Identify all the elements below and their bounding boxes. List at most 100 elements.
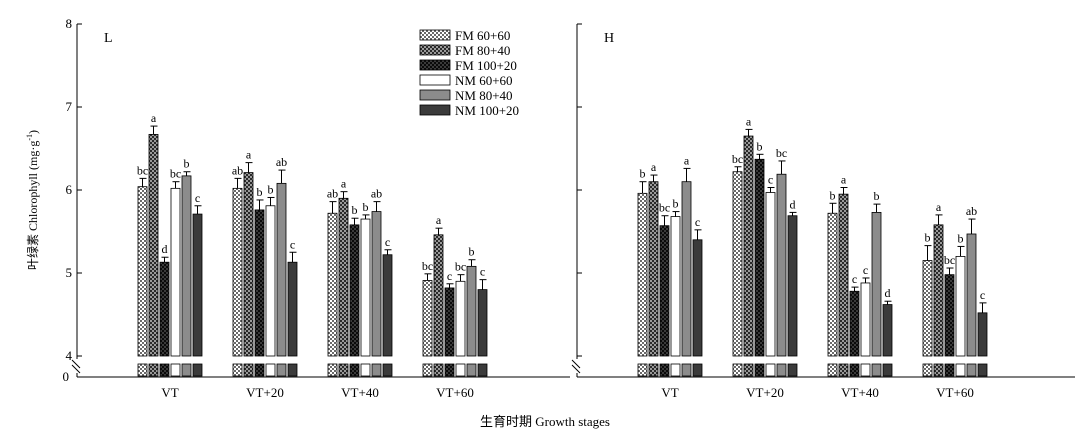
y-axis-title-main: 叶绿素 Chlorophyll (mg·g <box>25 141 40 270</box>
significance-letter: bc <box>732 152 743 166</box>
significance-letter: c <box>852 272 857 286</box>
legend-label: NM 100+20 <box>455 103 519 118</box>
bar-stub <box>148 363 159 377</box>
bar-stub <box>732 363 743 377</box>
x-tick-label: VT <box>161 385 178 400</box>
legend-label: FM 60+60 <box>455 28 510 43</box>
bar <box>944 274 955 357</box>
bar-stub <box>882 363 893 377</box>
bar-stub <box>327 363 338 377</box>
legend-label: NM 80+40 <box>455 88 513 103</box>
bar <box>882 304 893 357</box>
bar <box>732 171 743 357</box>
bar <box>422 280 433 357</box>
bar-stub <box>137 363 148 377</box>
axis-break-mark <box>71 364 81 374</box>
significance-letter: b <box>469 245 475 259</box>
bar <box>692 239 703 357</box>
panel-label: H <box>604 31 614 46</box>
significance-letter: bc <box>944 253 955 267</box>
significance-letter: c <box>385 235 390 249</box>
significance-letter: c <box>863 263 868 277</box>
bar-stub <box>371 363 382 377</box>
significance-letter: b <box>757 139 763 153</box>
bar-stub <box>170 363 181 377</box>
bar <box>466 265 477 357</box>
significance-letter: d <box>790 197 796 211</box>
bar-stub <box>955 363 966 377</box>
legend-swatch <box>419 74 451 86</box>
bar-stub <box>933 363 944 377</box>
bar <box>648 181 659 357</box>
y-tick-label: 6 <box>66 182 73 197</box>
bar-stub <box>192 363 203 377</box>
legend-swatch <box>419 59 451 71</box>
bar <box>265 205 276 357</box>
bar-stub <box>966 363 977 377</box>
bar <box>933 224 944 357</box>
bar-stub <box>944 363 955 377</box>
bar-stub <box>681 363 692 377</box>
bar <box>148 133 159 357</box>
x-tick-label: VT+20 <box>746 385 784 400</box>
bar-stub <box>860 363 871 377</box>
x-tick-label: VT+60 <box>936 385 974 400</box>
bar <box>871 212 882 357</box>
bar-stub <box>648 363 659 377</box>
bar <box>159 261 170 357</box>
y-axis-title-close: ) <box>26 130 40 134</box>
bar-stub <box>754 363 765 377</box>
bar-stub <box>338 363 349 377</box>
significance-letter: ab <box>966 204 977 218</box>
bar <box>181 175 192 357</box>
significance-letter: a <box>651 160 657 174</box>
significance-letter: c <box>195 191 200 205</box>
significance-letter: b <box>352 203 358 217</box>
x-tick-label: VT+20 <box>246 385 284 400</box>
significance-letter: a <box>246 148 252 162</box>
x-tick-label: VT <box>661 385 678 400</box>
bar <box>170 187 181 357</box>
y-axis-title-superscript: -1 <box>25 134 34 141</box>
significance-letter: d <box>885 286 891 300</box>
significance-letter: b <box>830 188 836 202</box>
bar-stub <box>692 363 703 377</box>
bar <box>860 282 871 357</box>
bar <box>922 260 933 357</box>
y-tick-label: 7 <box>66 99 73 114</box>
bar <box>232 187 243 357</box>
bar <box>455 280 466 357</box>
significance-letter: ab <box>327 187 338 201</box>
bar-stub <box>455 363 466 377</box>
legend-swatch <box>419 104 451 116</box>
y-tick-label: 4 <box>66 348 73 363</box>
bar-stub <box>743 363 754 377</box>
significance-letter: a <box>151 111 157 125</box>
significance-letter: b <box>958 231 964 245</box>
significance-letter: c <box>695 215 700 229</box>
significance-letter: ab <box>232 163 243 177</box>
bar-stub <box>871 363 882 377</box>
bar-stub <box>433 363 444 377</box>
significance-letter: b <box>268 182 274 196</box>
bar-stub <box>360 363 371 377</box>
bar <box>977 312 988 357</box>
significance-letter: b <box>874 189 880 203</box>
y-tick-label: 0 <box>63 369 70 384</box>
bar-stub <box>776 363 787 377</box>
bar-stub <box>922 363 933 377</box>
bar <box>338 197 349 357</box>
axis-break-mark <box>571 359 581 369</box>
bar <box>966 233 977 357</box>
significance-letter: a <box>341 177 347 191</box>
bar <box>681 181 692 357</box>
bar-stub <box>232 363 243 377</box>
bar <box>776 173 787 357</box>
bar-stub <box>765 363 776 377</box>
significance-letter: a <box>841 173 847 187</box>
bar-stub <box>977 363 988 377</box>
bar <box>192 213 203 357</box>
